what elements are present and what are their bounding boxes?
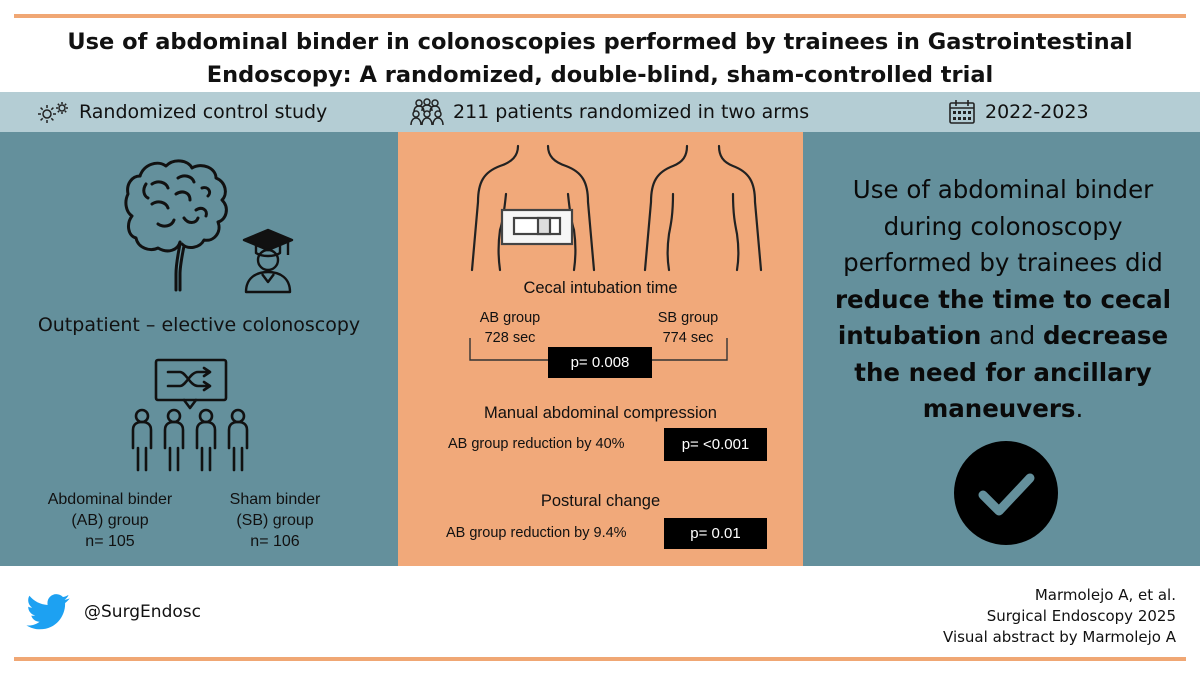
conclusion-part-3: .: [1075, 394, 1084, 423]
title-line-1: Use of abdominal binder in colonoscopies…: [67, 29, 1133, 55]
period-item: 2022-2023: [948, 92, 1089, 132]
arm-sb-group: Sham binder (SB) group n= 106: [200, 489, 350, 552]
arm-ab-group: Abdominal binder (AB) group n= 105: [20, 489, 200, 552]
arm-ab-name: Abdominal binder: [47, 491, 173, 508]
conclusion-text: Use of abdominal binder during colonosco…: [833, 172, 1173, 428]
study-info-bar: Randomized control study 211 patients ra…: [0, 92, 1200, 132]
twitter-bird-icon: [26, 594, 70, 630]
citation-block: Marmolejo A, et al. Surgical Endoscopy 2…: [943, 585, 1176, 648]
title-line-2: Endoscopy: A randomized, double-blind, s…: [206, 62, 994, 88]
arm-sb-abbrev: (SB) group: [236, 512, 314, 529]
cecal-sb-label: SB group: [657, 310, 719, 326]
torso-with-binder-icon: [470, 144, 596, 272]
randomization-group-icon: [131, 358, 249, 472]
cecal-title: Cecal intubation time: [523, 279, 678, 297]
cecal-ab-value: 728 sec: [484, 330, 536, 346]
conclusion-part-2: and: [981, 321, 1043, 350]
gears-icon: [38, 102, 68, 123]
patients-item: 211 patients randomized in two arms: [410, 92, 809, 132]
citation-journal: Surgical Endoscopy 2025: [986, 607, 1176, 625]
middle-panel: Cecal intubation time AB group 728 sec S…: [398, 132, 803, 566]
arm-sb-n: n= 106: [250, 533, 300, 550]
checkmark-circle-icon: [954, 441, 1058, 545]
cecal-p-value: p= 0.008: [548, 347, 652, 378]
arm-sb-name: Sham binder: [229, 491, 321, 508]
study-type-item: Randomized control study: [36, 92, 327, 132]
postural-result: AB group reduction by 9.4%: [446, 525, 627, 541]
calendar-icon: [949, 100, 975, 124]
patients-text: 211 patients randomized in two arms: [453, 101, 810, 123]
cecal-sb-value: 774 sec: [662, 330, 714, 346]
left-panel: Outpatient – elective colonoscopy Abdomi…: [0, 132, 398, 566]
top-accent-rule: [14, 14, 1186, 18]
conclusion-emphasis-1: reduce the time to cecal intubation: [834, 284, 1172, 351]
bottom-accent-rule: [14, 657, 1186, 661]
study-type-text: Randomized control study: [79, 101, 328, 123]
postural-p-value: p= 0.01: [664, 518, 767, 549]
graduate-icon: [242, 228, 294, 294]
compression-title: Manual abdominal compression: [484, 404, 717, 422]
period-text: 2022-2023: [985, 101, 1089, 123]
citation-authors: Marmolejo A, et al.: [1034, 586, 1176, 604]
page-title: Use of abdominal binder in colonoscopies…: [0, 26, 1200, 92]
arm-ab-abbrev: (AB) group: [71, 512, 149, 529]
cecal-sb-block: SB group 774 sec: [638, 308, 738, 348]
right-panel: Use of abdominal binder during colonosco…: [803, 132, 1200, 566]
postural-title: Postural change: [540, 492, 661, 510]
citation-credit: Visual abstract by Marmolejo A: [943, 628, 1176, 646]
twitter-handle[interactable]: @SurgEndosc: [84, 602, 201, 622]
conclusion-part-1: Use of abdominal binder during colonosco…: [843, 175, 1163, 277]
colon-icon: [124, 159, 228, 292]
torso-back-icon: [643, 144, 763, 272]
conclusion-emphasis-2: decrease the need for ancillary maneuver…: [854, 321, 1169, 423]
cecal-ab-block: AB group 728 sec: [460, 308, 560, 348]
compression-p-value: p= <0.001: [664, 428, 767, 461]
compression-result: AB group reduction by 40%: [448, 436, 625, 452]
cecal-ab-label: AB group: [479, 310, 541, 326]
people-group-icon: [410, 98, 444, 126]
arm-ab-n: n= 105: [85, 533, 135, 550]
setting-text: Outpatient – elective colonoscopy: [37, 314, 361, 336]
